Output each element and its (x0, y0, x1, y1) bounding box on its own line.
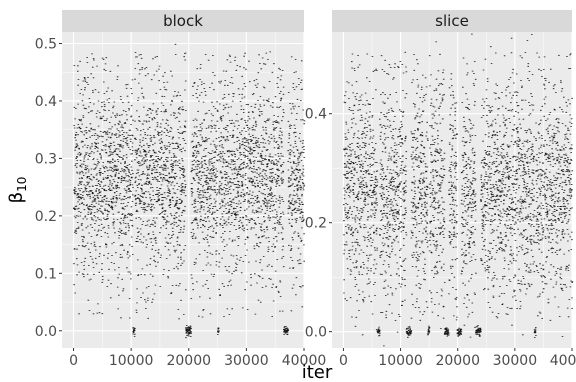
panel-slice-x-axis: 0 10000 20000 30000 40000 (339, 348, 576, 369)
x-tick-label: 20000 (435, 353, 480, 369)
x-tick-label: 30000 (493, 353, 538, 369)
panel-block-x-axis: 0 10000 20000 30000 40000 (69, 348, 326, 369)
y-axis-title-subscript: 10 (15, 177, 29, 192)
x-axis-title: iter (302, 362, 333, 382)
y-tick-label: 0.2 (305, 216, 327, 232)
trace-points (343, 33, 574, 347)
panel-block-points (73, 43, 306, 339)
y-tick-label: 0.2 (35, 209, 57, 225)
panel-block-y-axis: 0.0 0.1 0.2 0.3 0.4 0.5 (35, 36, 62, 340)
y-tick-label: 0.5 (35, 36, 57, 52)
x-tick-label: 40000 (282, 353, 327, 369)
x-tick-label: 30000 (224, 353, 269, 369)
trace-points (73, 43, 306, 339)
x-tick-label: 0 (69, 353, 78, 369)
x-tick-label: 10000 (378, 353, 423, 369)
y-tick-label: 0.0 (35, 324, 57, 340)
panel-slice-points (343, 33, 574, 347)
y-axis-title: β10 (6, 177, 29, 204)
panel-slice-y-axis: 0.0 0.2 0.4 (305, 107, 332, 341)
panel-block-strip (62, 10, 304, 32)
y-tick-label: 0.4 (305, 107, 327, 123)
x-tick-label: 40000 (550, 353, 576, 369)
panel-slice: slice 0.0 0.2 0.4 0 10000 20000 30000 40000 (305, 10, 576, 369)
panel-block-strip-label: block (163, 12, 203, 30)
panel-slice-background (332, 32, 572, 348)
y-tick-label: 0.0 (305, 325, 327, 341)
y-tick-label: 0.4 (35, 94, 57, 110)
y-tick-label: 0.1 (35, 266, 57, 282)
y-axis-title-main: β (6, 192, 27, 204)
y-tick-label: 0.3 (35, 151, 57, 167)
x-tick-label: 0 (339, 353, 348, 369)
svg-text:β10: β10 (6, 177, 29, 204)
x-tick-label: 10000 (109, 353, 154, 369)
x-tick-label: 20000 (166, 353, 211, 369)
panel-block: block 0.0 0.1 0.2 0.3 0.4 0.5 0 10000 20000 3000… (35, 10, 326, 369)
panel-slice-strip (332, 10, 572, 32)
panel-slice-strip-label: slice (435, 12, 469, 30)
